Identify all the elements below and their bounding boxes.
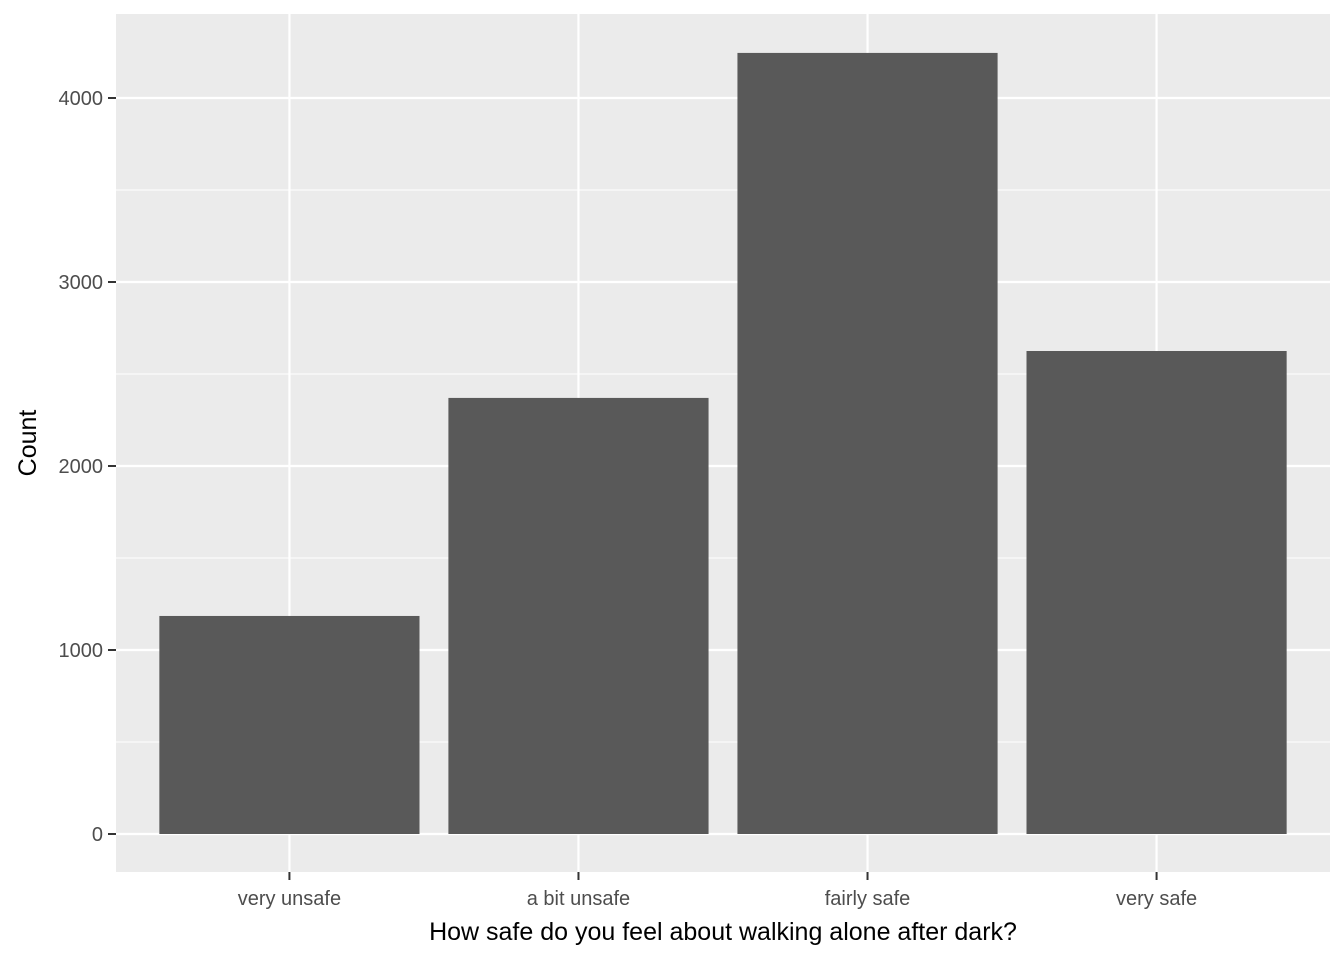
y-tick-label: 2000	[59, 456, 104, 478]
bar-fairly-safe	[737, 52, 998, 835]
bars	[159, 52, 1287, 835]
bar-very-safe	[1026, 351, 1287, 834]
x-tick-label: fairly safe	[825, 888, 911, 910]
bar-very-unsafe	[159, 615, 420, 834]
y-axis: 0 1000 2000 3000 4000	[59, 88, 116, 846]
x-tick-label: very safe	[1116, 888, 1197, 910]
x-tick-label: very unsafe	[238, 888, 341, 910]
x-axis-title: How safe do you feel about walking alone…	[429, 918, 1017, 946]
y-axis-title: Count	[14, 410, 42, 477]
bar-a-bit-unsafe	[448, 397, 709, 834]
y-tick-label: 4000	[59, 88, 104, 110]
y-tick-label: 3000	[59, 272, 104, 294]
y-tick-label: 0	[92, 824, 103, 846]
x-axis: very unsafe a bit unsafe fairly safe very s…	[238, 872, 1197, 910]
x-tick-label: a bit unsafe	[527, 888, 630, 910]
y-tick-label: 1000	[59, 640, 104, 662]
